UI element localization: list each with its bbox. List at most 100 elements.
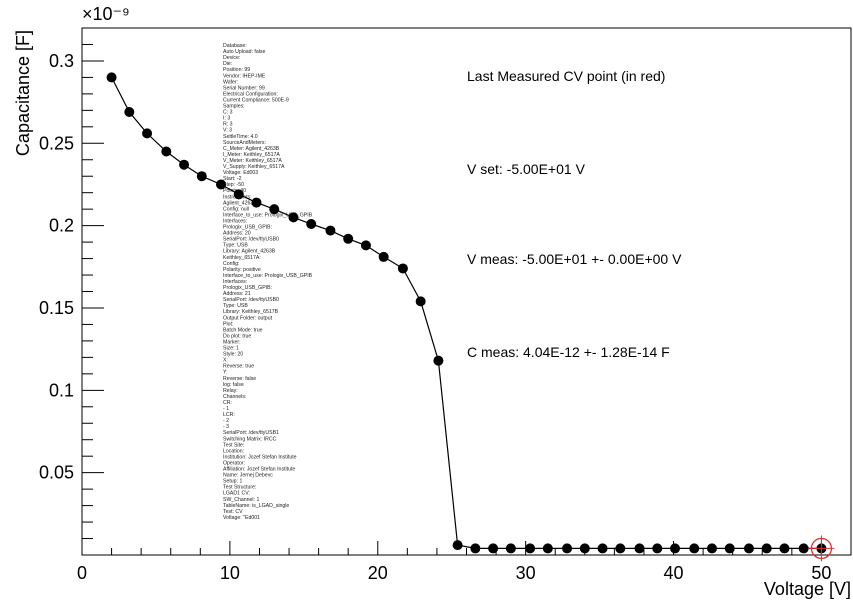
config-line: Location: <box>223 448 244 454</box>
config-line: Config: <box>223 261 239 267</box>
config-line: Samples: <box>223 104 245 110</box>
config-line: Auto Upload: false <box>223 49 266 55</box>
config-line: SettleTime: 4.0 <box>223 134 258 140</box>
y-tick-label: 0.1 <box>49 380 74 400</box>
data-point <box>525 543 536 554</box>
x-tick-label: 40 <box>664 563 684 583</box>
data-point <box>761 543 772 554</box>
config-line: Agilent_4263B: <box>223 200 258 206</box>
y-exponent-label: ×10⁻⁹ <box>82 4 130 24</box>
y-tick-label: 0.25 <box>39 133 74 153</box>
config-line: LCR: <box>223 412 235 418</box>
config-line: Interface_to_use: Prologix_USB_GPIB <box>223 212 313 218</box>
config-line: CR: <box>223 400 232 406</box>
config-line: - 2 <box>223 418 229 424</box>
annotation-v-meas: V meas: -5.00E+01 +- 0.00E+00 V <box>467 251 682 267</box>
config-line: Channels: <box>223 394 246 400</box>
config-line: Position: 99 <box>223 67 250 73</box>
data-point <box>743 543 754 554</box>
config-line: Address: 20 <box>223 231 251 237</box>
config-line: Voltage: Ed003 <box>223 170 258 176</box>
config-line: Current Compliance: 500E-9 <box>223 97 289 103</box>
config-line: Interfaces: <box>223 218 247 224</box>
config-line: Config: null <box>223 206 249 212</box>
config-line: Device: <box>223 55 240 61</box>
x-tick-label: 30 <box>516 563 536 583</box>
config-line: TableName: is_LGAD_single <box>223 503 289 509</box>
data-point <box>689 543 700 554</box>
config-line: Polarity: positive <box>223 267 261 273</box>
x-tick-label: 0 <box>77 563 87 583</box>
config-line: Affiliation: Jozef Stefan Institute <box>223 467 295 473</box>
data-point <box>779 543 790 554</box>
data-point <box>288 212 299 223</box>
config-line: Points: 40 <box>223 188 246 194</box>
config-line: C_Meter: Agilent_4263B <box>223 146 280 152</box>
config-line: Database: <box>223 43 247 49</box>
y-tick-label: 0.2 <box>49 216 74 236</box>
config-line: Keithley_6517A: <box>223 255 261 261</box>
config-line: C: 3 <box>223 110 233 116</box>
config-line: Batch Mode: true <box>223 327 263 333</box>
config-line: R: 3 <box>223 122 233 128</box>
data-point <box>579 543 590 554</box>
config-line: Serial Number: 99 <box>223 85 265 91</box>
config-line: Test: CV <box>223 509 243 515</box>
axis-ticks: 0 10 20 30 40 50 0.05 0.1 0.15 0.2 0.25 0.3 <box>39 43 831 583</box>
config-line: Type: USB <box>223 303 248 309</box>
config-line: Step: -50 <box>223 182 244 188</box>
data-point <box>597 543 608 554</box>
config-line: Test Site: <box>223 442 244 448</box>
data-point <box>433 355 444 366</box>
config-line: - 1 <box>223 406 229 412</box>
data-point <box>360 240 371 251</box>
data-point <box>343 233 354 244</box>
series-line <box>111 77 822 550</box>
config-line: X: <box>223 358 228 364</box>
config-line: Library: Keithley_6517B <box>223 309 279 315</box>
config-line: Library: Agilent_4263B <box>223 249 276 255</box>
config-line: Size: 1 <box>223 346 239 352</box>
data-point <box>306 218 317 229</box>
plot-frame <box>81 27 852 556</box>
config-line: SerialPort: /dev/ttyUSB1 <box>223 430 279 436</box>
config-line: I: 3 <box>223 116 230 122</box>
data-point <box>415 296 426 307</box>
annotation-v-set: V set: -5.00E+01 V <box>467 161 586 177</box>
config-line: Vendor: IHEP-IME <box>223 73 266 79</box>
config-line: - 3 <box>223 424 229 430</box>
config-line: Y: <box>223 370 228 376</box>
data-point <box>142 128 153 139</box>
config-line: Name: Jernej Debevc <box>223 473 273 479</box>
config-line: Interfaces: <box>223 279 247 285</box>
y-tick-label: 0.05 <box>39 463 74 483</box>
config-line: SerialPort: /dev/ttyUSB0 <box>223 237 279 243</box>
x-axis-title: Voltage [V] <box>764 579 851 599</box>
config-line: LGAD1 CV: <box>223 491 250 497</box>
data-point <box>706 543 717 554</box>
data-point <box>488 543 499 554</box>
config-line: Switching Matrix: IRCC <box>223 436 277 442</box>
data-point <box>452 540 463 551</box>
y-tick-label: 0.3 <box>49 51 74 71</box>
data-point <box>542 543 553 554</box>
config-line: SerialPort: /dev/ttyUSB0 <box>223 297 279 303</box>
data-point <box>161 146 172 157</box>
data-point <box>196 171 207 182</box>
config-line: Reverse: true <box>223 364 254 370</box>
data-series <box>106 72 835 562</box>
data-point <box>216 179 227 190</box>
config-line: Prologix_USB_GPIB: <box>223 225 272 231</box>
y-tick-label: 0.15 <box>39 298 74 318</box>
annotation-last-point: Last Measured CV point (in red) <box>467 68 665 84</box>
config-line: Do plot: true <box>223 333 251 339</box>
data-point <box>505 543 516 554</box>
data-point <box>652 543 663 554</box>
config-line: Reverse: false <box>223 376 256 382</box>
config-line: Test Structure: <box>223 485 256 491</box>
data-point <box>397 263 408 274</box>
config-line: SourceAndMeters: <box>223 140 266 146</box>
data-point <box>634 543 645 554</box>
